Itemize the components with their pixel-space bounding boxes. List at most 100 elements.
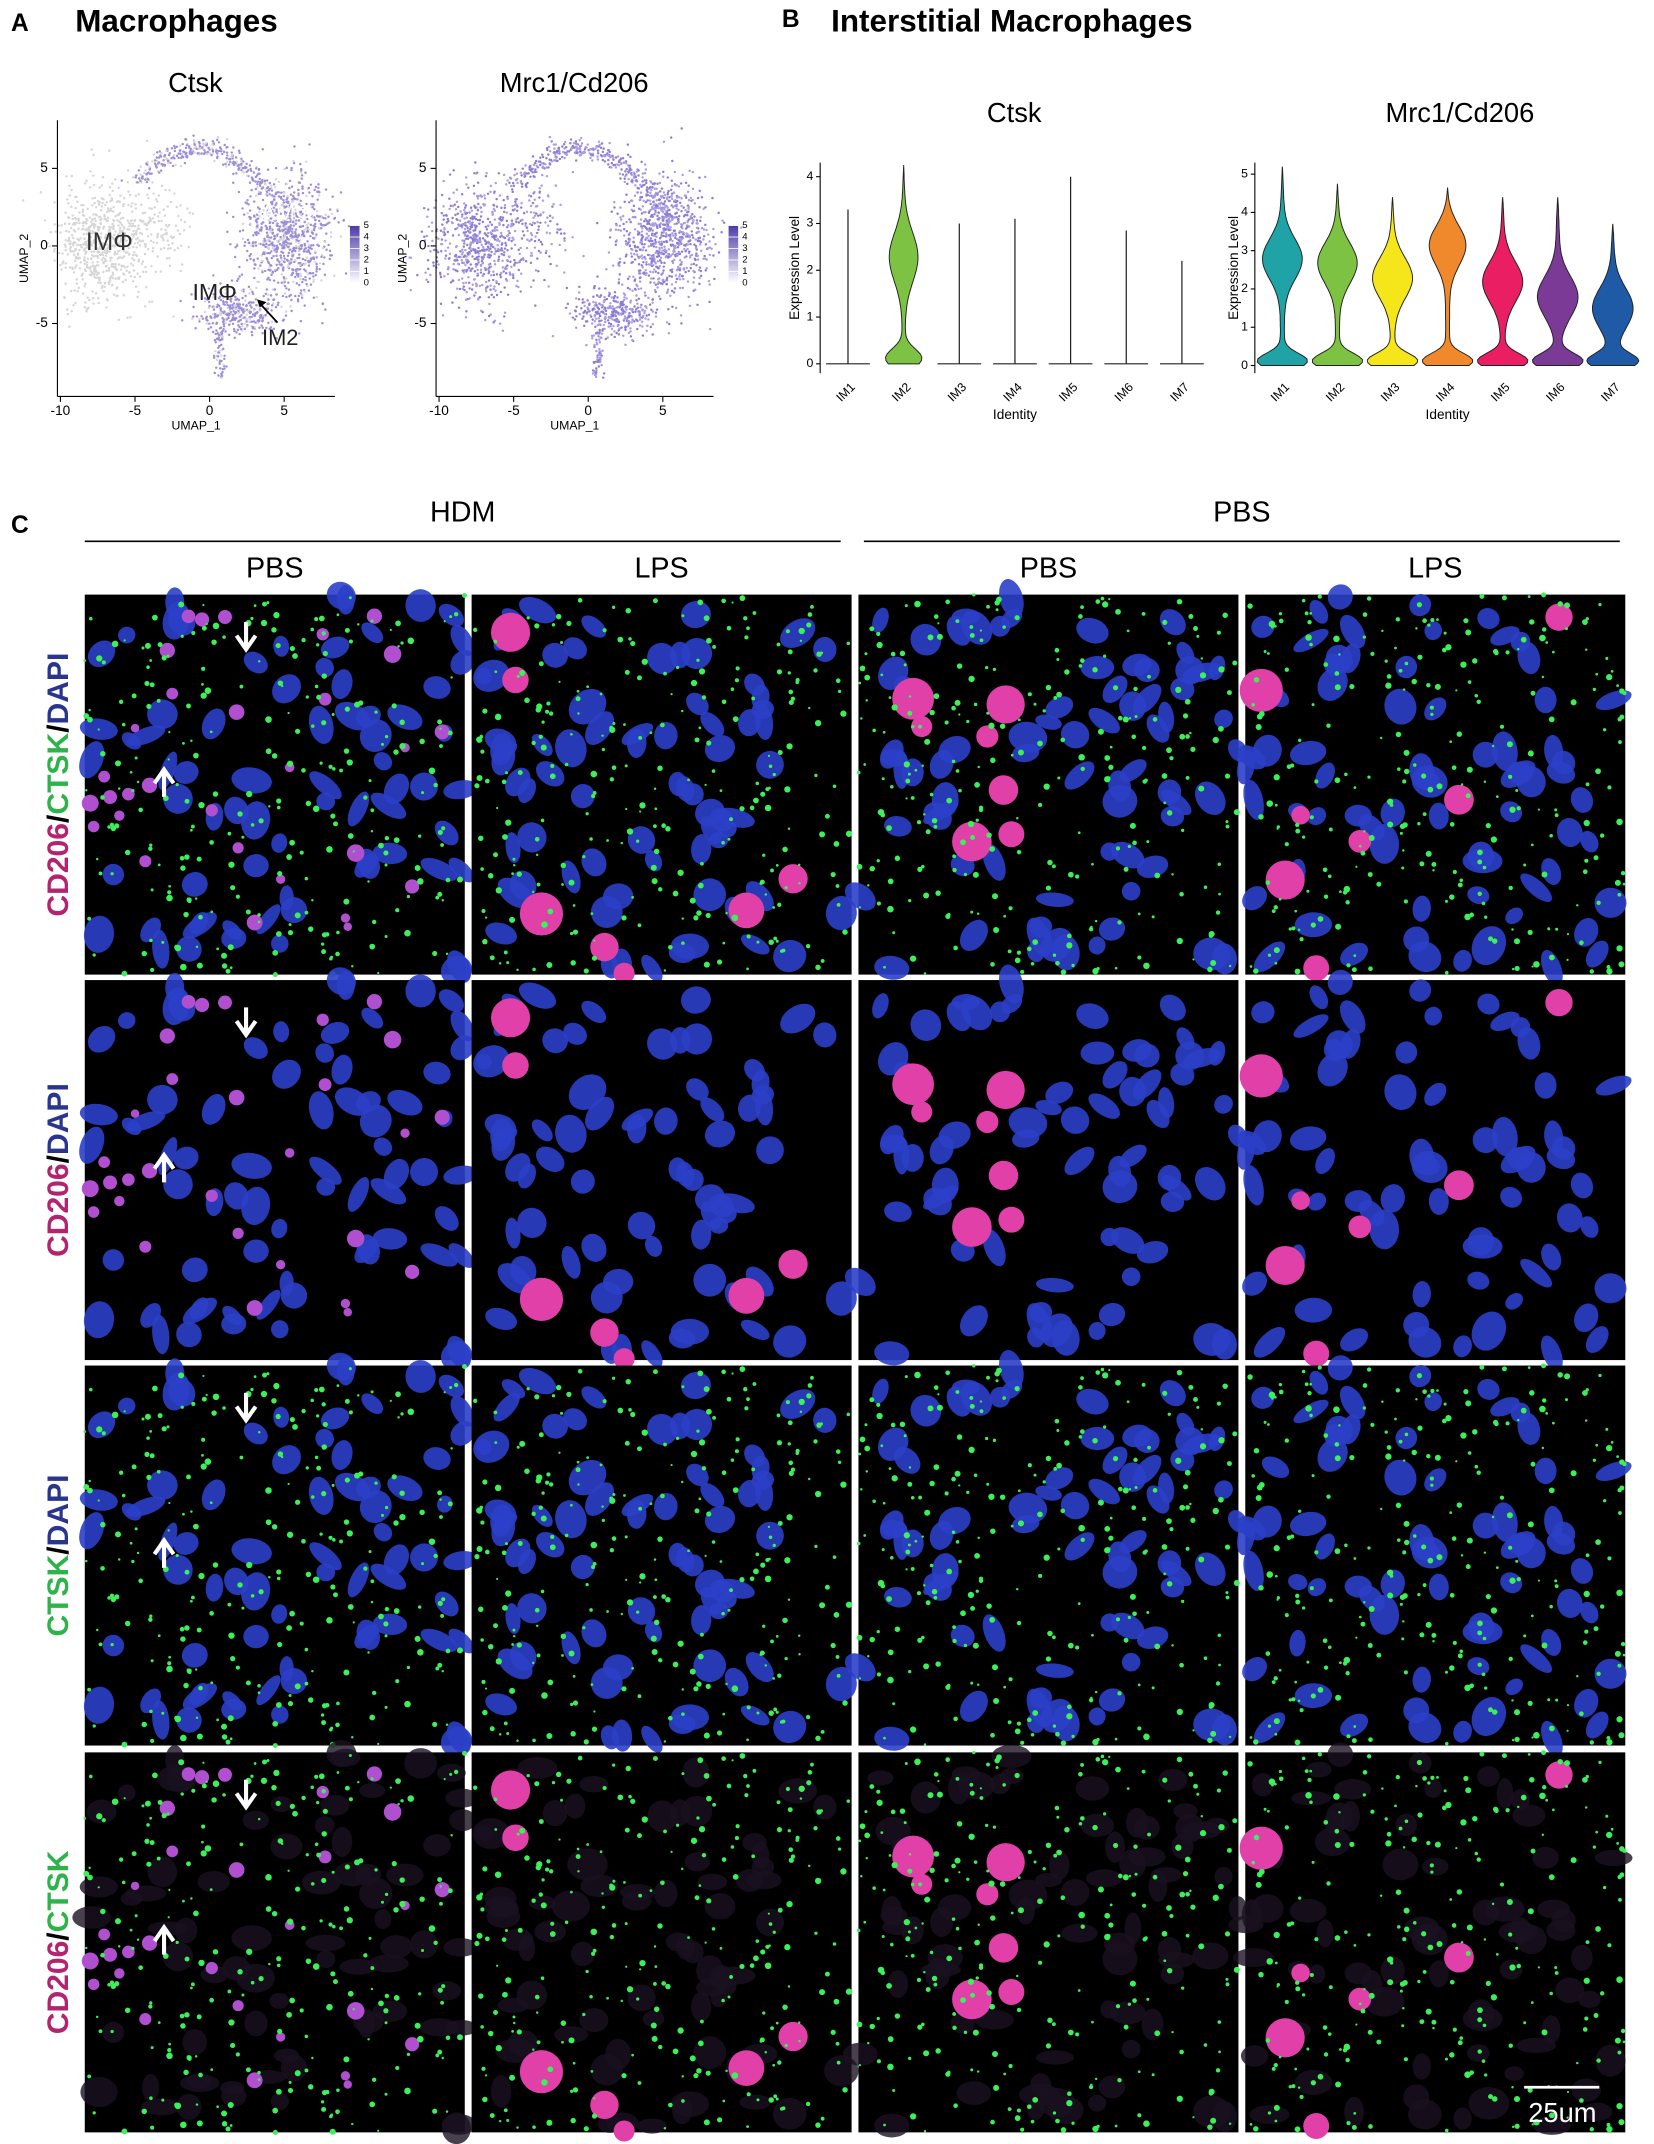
umap-point <box>170 157 173 160</box>
ctsk-signal <box>227 831 232 836</box>
umap-point <box>612 156 615 160</box>
umap-point <box>83 306 86 309</box>
umap-point <box>231 313 235 317</box>
umap-point <box>505 219 509 223</box>
umap-point <box>114 277 117 280</box>
umap-point <box>630 255 634 258</box>
umap-point <box>675 203 679 207</box>
umap-point <box>162 158 165 162</box>
umap-point <box>140 232 144 236</box>
umap-point <box>261 216 265 220</box>
umap-point <box>461 269 464 272</box>
umap-point <box>206 298 209 301</box>
umap-point <box>628 218 631 221</box>
umap-point <box>637 174 640 177</box>
y-tick-label: 0 <box>419 238 427 253</box>
cd206-signal <box>232 842 244 854</box>
umap-point <box>592 300 595 304</box>
umap-point <box>670 184 674 188</box>
umap-point <box>495 273 499 276</box>
umap-point <box>280 244 284 247</box>
umap-point <box>588 310 591 313</box>
umap-point <box>328 221 331 224</box>
cd206-signal <box>205 804 218 817</box>
umap-point <box>283 257 286 260</box>
umap-point <box>291 194 295 198</box>
umap-point <box>489 265 493 268</box>
umap-point <box>639 183 642 187</box>
umap-point <box>208 152 212 155</box>
umap-point <box>629 327 632 330</box>
umap-point <box>445 214 448 217</box>
umap-point <box>307 246 310 249</box>
umap-point <box>144 265 147 269</box>
umap-point <box>153 213 156 216</box>
umap-point <box>134 285 138 289</box>
umap-point <box>441 314 445 317</box>
umap-point <box>265 209 268 212</box>
column-label: PBS <box>1020 553 1077 585</box>
umap-point <box>73 223 77 226</box>
y-axis-label: Expression Level <box>787 216 802 320</box>
umap-point <box>289 261 293 264</box>
umap-point <box>600 142 604 145</box>
umap-point <box>484 225 488 229</box>
umap-point <box>305 202 308 206</box>
umap-point <box>496 238 499 242</box>
umap-point <box>490 223 494 226</box>
umap-point <box>220 331 224 335</box>
umap-point <box>154 270 158 274</box>
umap-point <box>601 158 605 162</box>
umap-point <box>294 222 298 226</box>
umap-point <box>101 284 104 288</box>
umap-point <box>583 304 586 308</box>
y-tick-label: -5 <box>36 315 49 330</box>
umap-point <box>301 280 304 284</box>
umap-point <box>464 224 467 227</box>
umap-point <box>311 272 315 275</box>
umap-point <box>479 271 483 274</box>
umap-point <box>213 316 216 319</box>
umap-point <box>97 225 100 229</box>
umap-point <box>83 182 87 185</box>
umap-point <box>314 185 318 189</box>
umap-point <box>303 220 306 224</box>
umap-point <box>452 191 455 194</box>
umap-point <box>492 234 496 237</box>
umap-point <box>454 296 458 299</box>
umap-point <box>537 228 540 232</box>
umap-point <box>291 268 295 272</box>
umap-point <box>292 159 295 163</box>
umap-point <box>257 232 260 235</box>
umap-point <box>627 171 630 174</box>
umap-point <box>107 269 110 272</box>
umap-point <box>98 186 101 189</box>
umap-point <box>498 194 502 197</box>
umap-point <box>180 153 184 156</box>
umap-point <box>674 280 678 284</box>
umap-point <box>601 150 605 154</box>
umap-point <box>258 177 261 181</box>
umap-point <box>89 269 93 273</box>
umap-point <box>653 195 656 199</box>
umap-point <box>681 173 684 177</box>
umap-point <box>127 190 130 194</box>
umap-point <box>662 278 665 282</box>
umap-point <box>90 250 93 253</box>
umap-point <box>641 248 644 252</box>
umap-point <box>139 220 143 223</box>
umap-point <box>661 249 664 252</box>
umap-point <box>617 320 620 324</box>
umap-point <box>624 240 628 243</box>
umap-point <box>227 316 230 320</box>
umap-point <box>156 232 160 236</box>
umap-point <box>285 295 288 299</box>
umap-point <box>272 298 275 302</box>
umap-point <box>708 253 712 257</box>
umap-point <box>588 302 591 305</box>
umap-point <box>656 286 659 289</box>
umap-point <box>473 204 476 208</box>
umap-point <box>299 289 303 292</box>
umap-point <box>652 234 655 237</box>
umap-point <box>458 287 462 291</box>
